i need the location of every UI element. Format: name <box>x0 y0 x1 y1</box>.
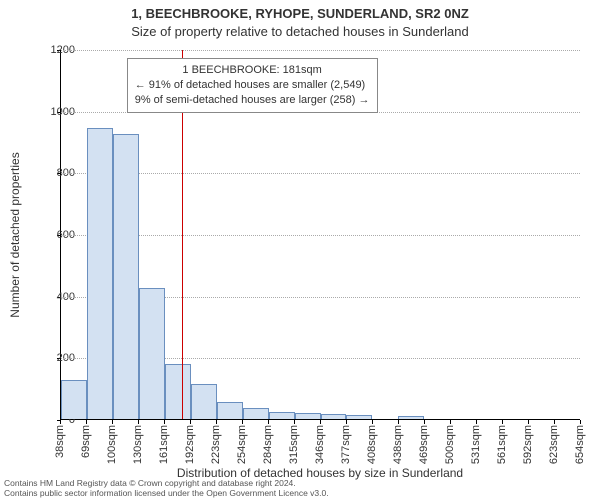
histogram-bar <box>269 412 295 419</box>
histogram-bar <box>398 416 424 419</box>
annotation-line2: ← 91% of detached houses are smaller (2,… <box>135 78 370 93</box>
histogram-bar <box>346 415 372 419</box>
x-tick-label: 130sqm <box>132 425 144 464</box>
x-tick-label: 161sqm <box>158 425 170 464</box>
chart-title-line1: 1, BEECHBROOKE, RYHOPE, SUNDERLAND, SR2 … <box>0 6 600 21</box>
histogram-bar <box>295 413 321 419</box>
x-tick-label: 69sqm <box>80 425 92 458</box>
x-tick-label: 346sqm <box>314 425 326 464</box>
histogram-bar <box>191 384 217 419</box>
x-tick-label: 592sqm <box>522 425 534 464</box>
x-tick-label: 38sqm <box>54 425 66 458</box>
annotation-line3: 9% of semi-detached houses are larger (2… <box>135 93 370 108</box>
histogram-bar <box>243 408 269 419</box>
footer: Contains HM Land Registry data © Crown c… <box>4 479 596 498</box>
histogram-bar <box>87 128 113 419</box>
x-tick-label: 500sqm <box>444 425 456 464</box>
histogram-bar <box>113 134 139 419</box>
x-tick-label: 100sqm <box>106 425 118 464</box>
x-tick-label: 561sqm <box>496 425 508 464</box>
histogram-bar <box>165 364 191 420</box>
x-tick-label: 284sqm <box>262 425 274 464</box>
x-tick-label: 223sqm <box>210 425 222 464</box>
x-tick-label: 192sqm <box>184 425 196 464</box>
x-tick-label: 254sqm <box>236 425 248 464</box>
y-axis-label: Number of detached properties <box>8 50 22 420</box>
x-tick-label: 408sqm <box>366 425 378 464</box>
plot-area: 1 BEECHBROOKE: 181sqm ← 91% of detached … <box>60 50 580 420</box>
x-tick-label: 469sqm <box>418 425 430 464</box>
histogram-bar <box>139 288 165 419</box>
x-tick-label: 438sqm <box>392 425 404 464</box>
histogram-bar <box>61 380 87 419</box>
x-tick-label: 531sqm <box>470 425 482 464</box>
footer-line2: Contains public sector information licen… <box>4 489 596 498</box>
chart-title-line2: Size of property relative to detached ho… <box>0 24 600 39</box>
x-tick-label: 315sqm <box>288 425 300 464</box>
histogram-bar <box>217 402 243 419</box>
x-tick-label: 377sqm <box>340 425 352 464</box>
x-tick-label: 654sqm <box>574 425 586 464</box>
annotation-line1: 1 BEECHBROOKE: 181sqm <box>135 63 370 78</box>
histogram-bar <box>321 414 347 419</box>
x-tick-label: 623sqm <box>548 425 560 464</box>
annotation-box: 1 BEECHBROOKE: 181sqm ← 91% of detached … <box>127 58 378 113</box>
